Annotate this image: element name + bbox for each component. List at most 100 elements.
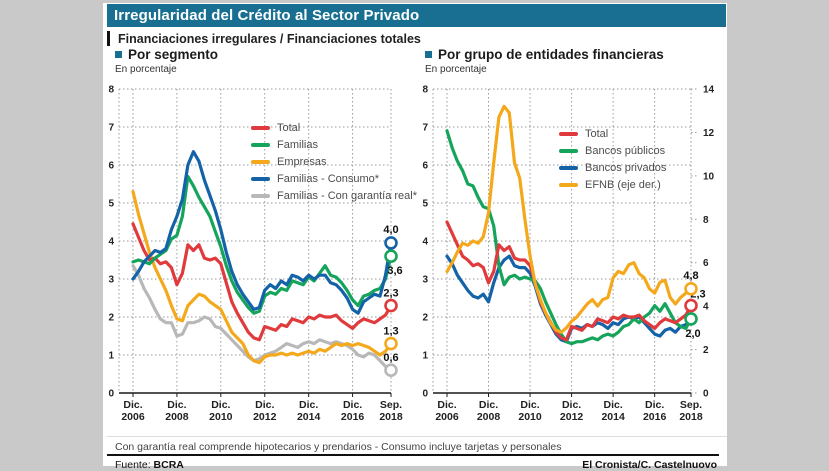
legend-item: Familias [251,136,417,153]
legend-item: EFNB (eje der.) [559,176,666,193]
legend-label: Empresas [277,155,327,168]
left-chart-subtitle: En porcentaje [115,64,177,75]
legend-label: EFNB (eje der.) [585,178,661,191]
svg-text:12: 12 [703,128,715,139]
svg-text:2,0: 2,0 [685,328,700,340]
svg-text:2016: 2016 [341,411,365,423]
svg-text:Sep.: Sep. [680,399,702,411]
left-chart-title: Por segmento [128,47,219,62]
right-chart-subtitle: En porcentaje [425,64,487,75]
legend-item: Bancos públicos [559,142,666,159]
svg-text:4,8: 4,8 [683,270,698,282]
svg-text:3: 3 [422,275,428,286]
legend-swatch-icon [251,176,270,181]
svg-text:7: 7 [108,123,114,134]
legend-label: Bancos públicos [585,144,666,157]
svg-text:1,3: 1,3 [383,326,398,338]
svg-text:1: 1 [422,351,428,362]
right-chart-title: Por grupo de entidades financieras [438,47,664,62]
legend-swatch-icon [559,165,578,170]
svg-text:Dic.: Dic. [167,399,186,411]
legend-item: Familias - Con garantía real* [251,187,417,204]
legend-swatch-icon [559,131,578,136]
subtitle-accent-bar [107,31,110,46]
svg-text:8: 8 [422,85,428,96]
svg-text:0: 0 [422,389,428,400]
svg-text:2008: 2008 [477,411,501,423]
svg-text:2010: 2010 [209,411,233,423]
svg-text:Dic.: Dic. [479,399,498,411]
legend-label: Familias [277,138,318,151]
right-section-header: Por grupo de entidades financieras En po… [425,47,664,75]
source-text: Fuente: BCRA [107,459,184,471]
legend-label: Bancos privados [585,161,667,174]
source-name: BCRA [153,459,184,471]
svg-text:0: 0 [108,389,114,400]
svg-text:Dic.: Dic. [211,399,230,411]
right-chart-legend: Total Bancos públicos Bancos privados EFNB … [559,125,666,193]
svg-text:4: 4 [422,237,428,248]
svg-text:6: 6 [422,161,428,172]
svg-text:Dic.: Dic. [520,399,539,411]
svg-text:2: 2 [108,313,114,324]
section-bullet-icon [425,51,432,58]
legend-swatch-icon [559,182,578,187]
chart-canvas: 0 1 2 3 4 5 6 7 8 Dic. 2006 Dic. 2008 Dic. 2010 Dic. 201… [103,79,415,436]
svg-text:5: 5 [108,199,114,210]
svg-text:2008: 2008 [165,411,189,423]
legend-swatch-icon [251,159,270,164]
svg-text:10: 10 [703,171,715,182]
svg-text:2018: 2018 [379,411,403,423]
svg-text:Dic.: Dic. [562,399,581,411]
legend-label: Familias - Con garantía real* [277,189,418,202]
svg-text:Dic.: Dic. [343,399,362,411]
svg-text:6: 6 [108,161,114,172]
svg-text:3,6: 3,6 [387,265,402,277]
svg-text:Dic.: Dic. [603,399,622,411]
svg-text:2014: 2014 [297,411,321,423]
legend-swatch-icon [251,125,270,130]
svg-text:2012: 2012 [253,411,277,423]
chart-panel: Irregularidad del Crédito al Sector Priv… [103,3,727,471]
page-subtitle: Financiaciones irregulares / Financiacio… [118,31,421,46]
legend-label: Total [277,121,301,134]
credit-text: El Cronista/C. Castelnuovo [582,459,717,471]
svg-text:Dic.: Dic. [299,399,318,411]
legend-item: Bancos privados [559,159,666,176]
legend-label: Familias - Consumo* [277,172,380,185]
svg-text:2010: 2010 [518,411,542,423]
svg-text:2014: 2014 [601,411,625,423]
page-title: Irregularidad del Crédito al Sector Priv… [114,7,420,24]
legend-swatch-icon [251,142,270,147]
svg-text:0,6: 0,6 [383,352,398,364]
svg-text:4: 4 [108,237,114,248]
legend-swatch-icon [559,148,578,153]
legend-label: Total [585,127,609,140]
svg-text:2: 2 [703,345,709,356]
svg-text:5: 5 [422,199,428,210]
svg-text:0: 0 [703,389,709,400]
svg-text:Dic.: Dic. [123,399,142,411]
legend-swatch-icon [251,193,270,198]
svg-text:Sep.: Sep. [380,399,402,411]
svg-text:1: 1 [108,351,114,362]
svg-text:Dic.: Dic. [255,399,274,411]
svg-text:2: 2 [422,313,428,324]
svg-text:2,3: 2,3 [383,288,398,300]
svg-text:2006: 2006 [435,411,459,423]
svg-text:4,0: 4,0 [383,224,398,236]
svg-text:4: 4 [703,302,709,313]
left-section-header: Por segmento En porcentaje [115,47,218,75]
svg-text:Dic.: Dic. [437,399,456,411]
section-bullet-icon [115,51,122,58]
svg-text:2016: 2016 [643,411,667,423]
line-chart-por-grupo-entidades: 0 1 2 3 4 5 6 7 8 Dic. 2006 Dic. 2008 Dic. 2010 Dic. 201… [415,79,727,431]
svg-text:14: 14 [703,85,715,96]
legend-item: Total [251,119,417,136]
svg-text:Dic.: Dic. [645,399,664,411]
title-bar: Irregularidad del Crédito al Sector Priv… [107,4,726,27]
footer-bar: Fuente: BCRA El Cronista/C. Castelnuovo [107,454,719,471]
legend-item: Total [559,125,666,142]
subtitle-row: Financiaciones irregulares / Financiacio… [107,31,421,46]
svg-text:2018: 2018 [679,411,703,423]
